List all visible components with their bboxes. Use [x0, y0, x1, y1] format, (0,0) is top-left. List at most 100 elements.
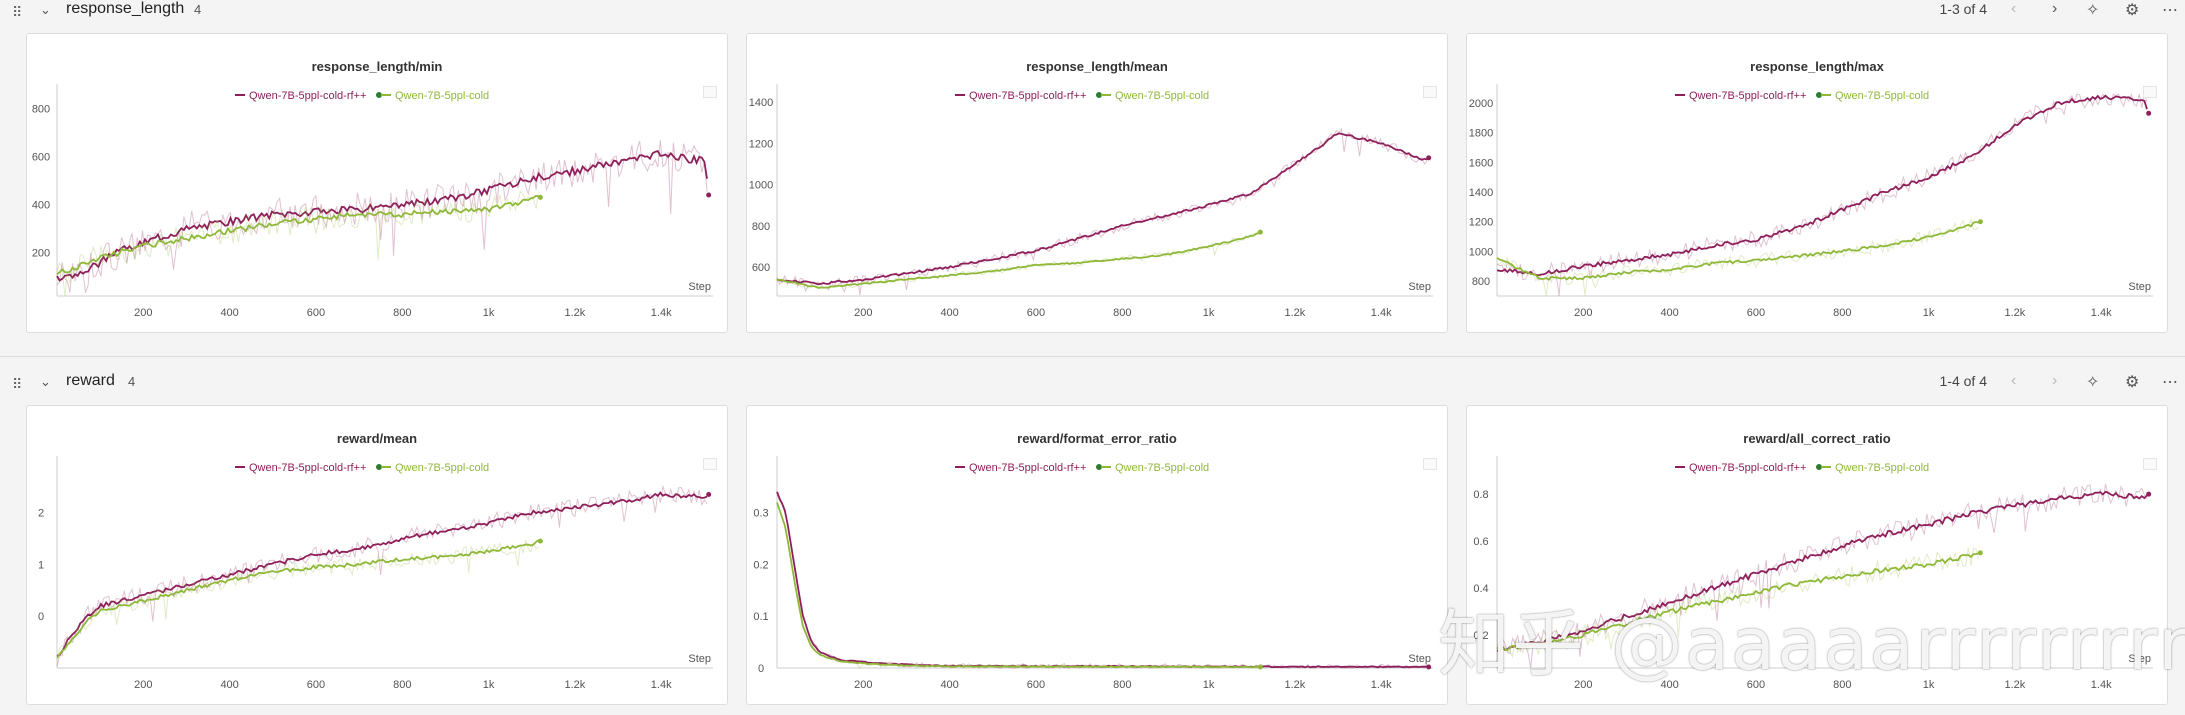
y-tick-label: 800 — [1472, 276, 1490, 288]
legend-status-dot — [376, 464, 382, 470]
series-raw-line — [56, 484, 708, 667]
chart-panel-reward-format-error-ratio[interactable]: reward/format_error_ratio Qwen-7B-5ppl-co… — [746, 405, 1448, 705]
chevron-right-icon[interactable]: › — [2052, 372, 2058, 389]
x-tick-label: 200 — [134, 307, 152, 319]
section-header-reward: ⠿ ⌄ reward 4 1-4 of 4 ‹ › ✧ ⚙ ⋯ — [0, 372, 2185, 402]
legend: Qwen-7B-5ppl-cold-rf++ Qwen-7B-5ppl-cold — [235, 90, 489, 102]
y-tick-label: 0.4 — [1473, 583, 1488, 595]
chart-panel-response-length-min[interactable]: response_length/min Qwen-7B-5ppl-cold-rf+… — [26, 33, 728, 333]
x-axis-label: Step — [688, 653, 711, 665]
panel-menu-icon[interactable] — [1423, 86, 1437, 98]
legend-entry: Qwen-7B-5ppl-cold-rf++ — [249, 462, 366, 474]
series-raw-line — [776, 492, 1428, 669]
y-tick-label: 1000 — [749, 180, 773, 192]
series-raw-line — [1496, 218, 1979, 297]
y-tick-label: 1 — [38, 559, 44, 571]
drag-handle-icon[interactable]: ⠿ — [12, 4, 22, 20]
chart-title: reward/mean — [337, 431, 417, 446]
chart-svg: response_length/min Qwen-7B-5ppl-cold-rf+… — [32, 59, 713, 319]
section-title[interactable]: response_length — [66, 0, 185, 17]
x-tick-label: 1.4k — [651, 679, 672, 691]
y-tick-label: 800 — [752, 221, 770, 233]
panel-menu-icon[interactable] — [703, 86, 717, 98]
legend: Qwen-7B-5ppl-cold-rf++ Qwen-7B-5ppl-cold — [1675, 462, 1929, 474]
legend-entry: Qwen-7B-5ppl-cold — [1835, 462, 1929, 474]
chart-panel-reward-mean[interactable]: reward/mean Qwen-7B-5ppl-cold-rf++ Qwen-7B… — [26, 405, 728, 705]
panel-menu-icon[interactable] — [1423, 458, 1437, 470]
legend-entry: Qwen-7B-5ppl-cold-rf++ — [1689, 90, 1806, 102]
more-icon[interactable]: ⋯ — [2162, 374, 2178, 391]
gear-icon[interactable]: ⚙ — [2125, 374, 2140, 391]
section-title[interactable]: reward — [66, 372, 115, 389]
x-tick-label: 1k — [1923, 307, 1935, 319]
pin-icon[interactable]: ✧ — [2086, 374, 2100, 391]
more-icon[interactable]: ⋯ — [2162, 2, 2178, 19]
gear-icon[interactable]: ⚙ — [2125, 2, 2140, 19]
series-raw-line — [776, 127, 1428, 295]
x-tick-label: 1k — [483, 679, 495, 691]
series-smoothed-line — [56, 194, 539, 276]
panel-menu-icon[interactable] — [2143, 86, 2157, 98]
x-axis-label: Step — [2128, 281, 2151, 293]
y-tick-label: 0 — [758, 663, 764, 675]
chevron-left-icon[interactable]: ‹ — [2011, 0, 2017, 17]
panel-menu-icon[interactable] — [2143, 458, 2157, 470]
legend-entry: Qwen-7B-5ppl-cold-rf++ — [969, 90, 1086, 102]
legend: Qwen-7B-5ppl-cold-rf++ Qwen-7B-5ppl-cold — [1675, 90, 1929, 102]
pagination-label: 1-3 of 4 — [1939, 1, 1987, 17]
chevron-down-icon[interactable]: ⌄ — [40, 374, 51, 389]
series-end-point — [1257, 664, 1263, 670]
series-end-point — [1257, 229, 1263, 235]
series-raw-line — [56, 140, 708, 294]
x-tick-label: 800 — [1833, 307, 1851, 319]
series-end-point — [1426, 155, 1432, 161]
chart-svg: response_length/max Qwen-7B-5ppl-cold-rf+… — [1469, 59, 2153, 319]
series-smoothed-line — [56, 539, 540, 659]
series-raw-line — [776, 501, 1259, 669]
chart-panel-response-length-mean[interactable]: response_length/mean Qwen-7B-5ppl-cold-rf… — [746, 33, 1448, 333]
chevron-down-icon[interactable]: ⌄ — [40, 2, 51, 17]
series-raw-line — [1496, 547, 1980, 659]
chart-panel-response-length-max[interactable]: response_length/max Qwen-7B-5ppl-cold-rf+… — [1466, 33, 2168, 333]
series-end-point — [1977, 219, 1983, 225]
y-tick-label: 0 — [38, 611, 44, 623]
legend-entry: Qwen-7B-5ppl-cold — [1115, 462, 1209, 474]
x-tick-label: 1.2k — [1284, 679, 1305, 691]
y-tick-label: 1800 — [1469, 128, 1493, 140]
x-tick-label: 600 — [307, 679, 325, 691]
x-tick-label: 200 — [1574, 679, 1592, 691]
chart-title: response_length/max — [1750, 59, 1884, 74]
chart-title: response_length/min — [312, 59, 443, 74]
legend-entry: Qwen-7B-5ppl-cold — [395, 462, 489, 474]
x-tick-label: 200 — [1574, 307, 1592, 319]
legend-entry: Qwen-7B-5ppl-cold-rf++ — [249, 90, 366, 102]
y-tick-label: 0.6 — [1473, 536, 1488, 548]
series-smoothed-line — [1496, 490, 2148, 653]
y-tick-label: 2 — [38, 508, 44, 520]
x-tick-label: 1.2k — [1284, 307, 1305, 319]
y-tick-label: 1200 — [1469, 217, 1493, 229]
x-tick-label: 1k — [1923, 679, 1935, 691]
x-tick-label: 1.4k — [2091, 307, 2112, 319]
drag-handle-icon[interactable]: ⠿ — [12, 376, 22, 392]
chart-panel-reward-all-correct-ratio[interactable]: reward/all_correct_ratio Qwen-7B-5ppl-col… — [1466, 405, 2168, 705]
x-axis-label: Step — [1408, 281, 1431, 293]
pin-icon[interactable]: ✧ — [2086, 2, 2100, 19]
legend: Qwen-7B-5ppl-cold-rf++ Qwen-7B-5ppl-cold — [235, 462, 489, 474]
chart-title: reward/all_correct_ratio — [1743, 431, 1890, 446]
x-tick-label: 1.4k — [1371, 307, 1392, 319]
series-smoothed-line — [776, 502, 1259, 669]
legend-entry: Qwen-7B-5ppl-cold — [395, 90, 489, 102]
legend-status-dot — [1096, 92, 1102, 98]
x-axis-label: Step — [2128, 653, 2151, 665]
x-tick-label: 1.4k — [651, 307, 672, 319]
chevron-left-icon[interactable]: ‹ — [2011, 372, 2017, 389]
panel-menu-icon[interactable] — [703, 458, 717, 470]
series-raw-line — [56, 538, 539, 661]
chevron-right-icon[interactable]: › — [2052, 0, 2058, 17]
x-axis-label: Step — [1408, 653, 1431, 665]
y-tick-label: 600 — [752, 262, 770, 274]
series-raw-line — [1496, 483, 2148, 669]
x-tick-label: 400 — [940, 307, 958, 319]
